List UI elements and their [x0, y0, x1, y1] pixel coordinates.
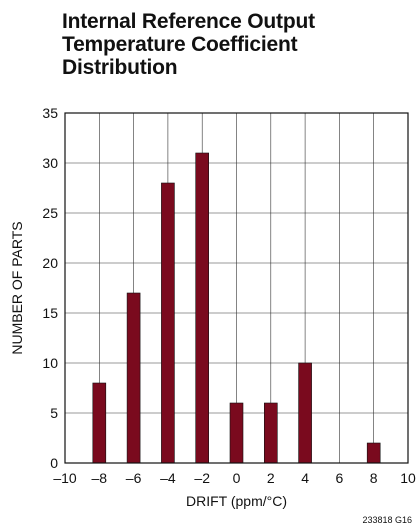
y-tick-label: 20: [42, 255, 58, 271]
x-tick-label: 4: [301, 470, 309, 486]
y-axis-label: NUMBER OF PARTS: [9, 221, 25, 354]
bar: [298, 362, 312, 464]
x-tick-label: 10: [400, 470, 416, 486]
bar: [195, 152, 209, 464]
chart-title-line-2: Temperature Coefficient: [62, 33, 298, 56]
x-axis-label: DRIFT (ppm/°C): [186, 493, 287, 509]
bar: [229, 402, 244, 464]
x-tick-label: –4: [160, 470, 176, 486]
x-tick-label: 8: [370, 470, 378, 486]
bar: [161, 182, 175, 464]
bar: [263, 402, 278, 464]
plot-frame: [64, 112, 409, 464]
x-tick-label: –6: [126, 470, 142, 486]
x-tick-label: 2: [267, 470, 275, 486]
chart-title-line-1: Internal Reference Output: [62, 10, 315, 33]
x-tick-label: –2: [194, 470, 210, 486]
chart-title-line-3: Distribution: [62, 56, 178, 79]
y-tick-label: 25: [42, 205, 58, 221]
bar: [126, 292, 141, 464]
x-tick-label: –10: [53, 470, 77, 486]
axis-ticks: –10 –8 –6 –4 –2 0 2 4 6 8 10 0 5 10 15 20 25 30 35: [42, 105, 416, 486]
x-tick-label: 6: [336, 470, 344, 486]
bar: [366, 442, 381, 464]
y-tick-label: 15: [42, 305, 58, 321]
y-tick-label: 35: [42, 105, 58, 121]
chart-title: Internal Reference Output Temperature Co…: [62, 10, 402, 79]
y-tick-label: 10: [42, 355, 58, 371]
y-tick-label: 5: [50, 405, 58, 421]
bar: [92, 382, 107, 464]
x-tick-label: –8: [92, 470, 108, 486]
figure-id: 233818 G16: [362, 515, 412, 525]
y-tick-label: 0: [50, 455, 58, 471]
y-tick-label: 30: [42, 155, 58, 171]
x-tick-label: 0: [233, 470, 241, 486]
